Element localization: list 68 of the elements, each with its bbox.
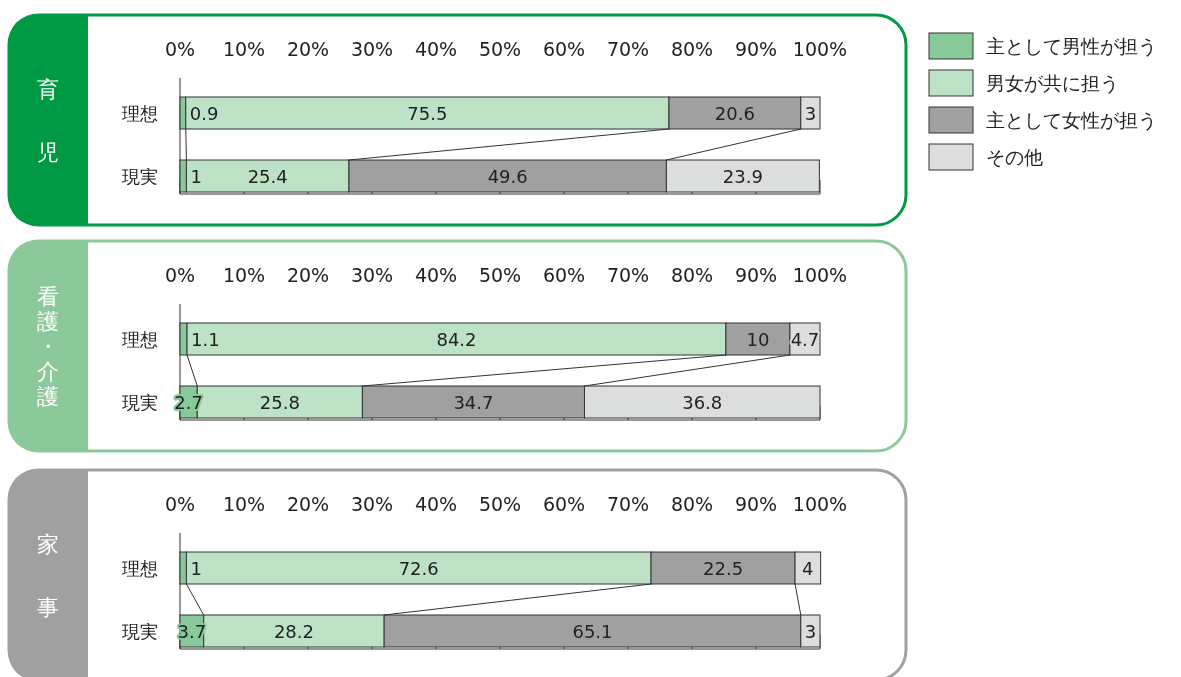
data-label: 36.8 (682, 392, 723, 413)
x-tick-label: 60% (542, 38, 586, 60)
data-label: 3 (804, 103, 817, 124)
legend-label: 主として男性が担う (986, 35, 1157, 57)
y-tick-label: 現実 (122, 392, 158, 413)
data-label: 72.6 (398, 558, 439, 579)
x-tick-label: 0% (164, 264, 196, 286)
x-tick-label: 30% (350, 493, 394, 515)
x-tick-label: 80% (670, 264, 714, 286)
x-tick-label: 10% (222, 38, 266, 60)
data-label: 25.8 (259, 392, 300, 413)
x-tick-label: 100% (792, 493, 848, 515)
x-tick-label: 50% (478, 493, 522, 515)
data-label: 1 (190, 166, 202, 187)
data-label: 65.1 (572, 621, 613, 642)
data-label: 28.2 (273, 621, 314, 642)
x-tick-label: 90% (734, 493, 778, 515)
x-tick-label: 10% (222, 264, 266, 286)
data-label: 1.1 (191, 329, 220, 350)
chart-title: 家事 (37, 531, 59, 620)
y-tick-label: 理想 (122, 329, 158, 350)
x-tick-label: 40% (414, 264, 458, 286)
chart-title: 育児 (37, 76, 59, 165)
y-tick-label: 現実 (122, 621, 158, 642)
x-tick-label: 80% (670, 38, 714, 60)
x-tick-label: 0% (164, 38, 196, 60)
data-label: 1 (190, 558, 202, 579)
y-tick-label: 理想 (122, 103, 158, 124)
text: 看護・介護 (37, 284, 59, 409)
data-label: 49.6 (487, 166, 528, 187)
data-label: 25.4 (247, 166, 288, 187)
legend-label: その他 (986, 146, 1043, 168)
data-label: 0.9 (189, 103, 219, 124)
data-label: 4 (802, 558, 814, 579)
data-label: 34.7 (453, 392, 494, 413)
data-label: 10 (746, 329, 770, 350)
data-label: 20.6 (714, 103, 755, 124)
x-tick-label: 20% (286, 493, 330, 515)
x-tick-label: 60% (542, 493, 586, 515)
data-label: 84.2 (436, 329, 477, 350)
x-tick-label: 40% (414, 38, 458, 60)
x-tick-label: 70% (606, 38, 650, 60)
data-label: 23.9 (722, 166, 763, 187)
x-tick-label: 30% (350, 38, 394, 60)
x-tick-label: 40% (414, 493, 458, 515)
x-tick-label: 10% (222, 493, 266, 515)
x-tick-label: 50% (478, 38, 522, 60)
x-tick-label: 50% (478, 264, 522, 286)
x-tick-label: 90% (734, 264, 778, 286)
legend-label: 男女が共に担う (986, 72, 1119, 94)
data-label: 3 (804, 621, 817, 642)
x-tick-label: 30% (350, 264, 394, 286)
x-tick-label: 60% (542, 264, 586, 286)
data-label: 75.5 (407, 103, 448, 124)
legend-label: 主として女性が担う (986, 109, 1157, 131)
x-tick-label: 20% (286, 38, 330, 60)
x-tick-label: 100% (792, 264, 848, 286)
x-tick-label: 0% (164, 493, 196, 515)
x-tick-label: 100% (792, 38, 848, 60)
x-tick-label: 70% (606, 264, 650, 286)
y-tick-label: 現実 (122, 166, 158, 187)
x-tick-label: 70% (606, 493, 650, 515)
y-tick-label: 理想 (122, 558, 158, 579)
data-label: 4.7 (790, 329, 820, 350)
x-tick-label: 20% (286, 264, 330, 286)
data-label: 22.5 (703, 558, 744, 579)
x-tick-label: 90% (734, 38, 778, 60)
x-tick-label: 80% (670, 493, 714, 515)
